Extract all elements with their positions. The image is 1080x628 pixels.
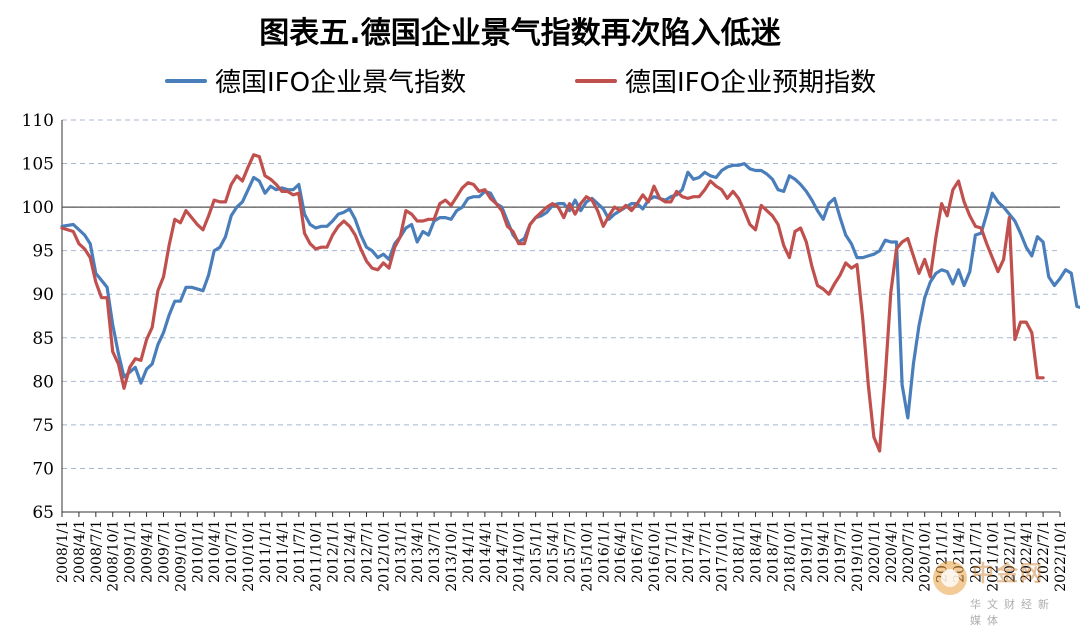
legend-swatch-red bbox=[575, 78, 617, 83]
x-tick-label: 2019/4/1 bbox=[816, 520, 832, 583]
x-tick-label: 2016/1/1 bbox=[596, 520, 612, 583]
x-tick-label: 2010/10/1 bbox=[241, 520, 257, 592]
series-line-ifo-expectations bbox=[60, 153, 1045, 453]
y-tick-label: 90 bbox=[32, 285, 54, 305]
x-tick-label: 2019/7/1 bbox=[833, 520, 849, 583]
y-tick-label: 95 bbox=[32, 242, 54, 262]
watermark-subtext: 华文财经新媒体 bbox=[970, 598, 1055, 627]
x-tick-label: 2010/4/1 bbox=[207, 520, 223, 583]
x-tick-label: 2010/1/1 bbox=[190, 520, 206, 583]
x-tick-label: 2019/1/1 bbox=[799, 520, 815, 583]
x-tick-label: 2015/4/1 bbox=[546, 520, 562, 583]
x-tick-label: 2021/7/1 bbox=[968, 520, 984, 583]
legend-label-ifo-expectations: 德国IFO企业预期指数 bbox=[625, 68, 877, 98]
x-tick-label: 2014/4/1 bbox=[478, 520, 494, 583]
x-tick-label: 2011/1/1 bbox=[258, 520, 274, 583]
x-tick-label: 2015/10/1 bbox=[579, 520, 595, 592]
x-tick-label: 2016/7/1 bbox=[630, 520, 646, 583]
legend-label-ifo-business-climate: 德国IFO企业景气指数 bbox=[215, 68, 467, 98]
legend: 德国IFO企业景气指数 德国IFO企业预期指数 bbox=[165, 62, 1065, 102]
y-tick-label: 105 bbox=[22, 155, 54, 175]
x-tick-label: 2018/7/1 bbox=[765, 520, 781, 583]
x-tick-label: 2009/10/1 bbox=[173, 520, 189, 592]
x-tick-label: 2009/4/1 bbox=[140, 520, 156, 583]
x-tick-label: 2012/4/1 bbox=[343, 520, 359, 583]
x-tick-label: 2015/7/1 bbox=[562, 520, 578, 583]
x-tick-label: 2020/4/1 bbox=[884, 520, 900, 583]
y-tick-label: 110 bbox=[22, 111, 54, 131]
x-tick-label: 2018/4/1 bbox=[749, 520, 765, 583]
x-tick-label: 2015/1/1 bbox=[529, 520, 545, 583]
y-tick-label: 75 bbox=[32, 416, 54, 436]
x-tick-label: 2020/1/1 bbox=[867, 520, 883, 583]
series-line-ifo-business-climate bbox=[60, 162, 1080, 420]
watermark-logo: 中金网 华文财经新媒体 bbox=[930, 556, 1070, 627]
x-tick-label: 2014/7/1 bbox=[495, 520, 511, 583]
legend-swatch-blue bbox=[165, 78, 207, 83]
x-tick-label: 2012/7/1 bbox=[359, 520, 375, 583]
chart-title: 图表五.德国企业景气指数再次陷入低迷 bbox=[259, 16, 781, 51]
x-tick-label: 2016/4/1 bbox=[613, 520, 629, 583]
x-tick-label: 2009/7/1 bbox=[156, 520, 172, 583]
x-tick-label: 2013/1/1 bbox=[393, 520, 409, 583]
x-tick-label: 2013/10/1 bbox=[444, 520, 460, 592]
x-tick-label: 2012/10/1 bbox=[376, 520, 392, 592]
x-tick-label: 2017/4/1 bbox=[681, 520, 697, 583]
x-tick-label: 2018/10/1 bbox=[782, 520, 798, 592]
x-tick-label: 2008/1/1 bbox=[55, 520, 71, 583]
x-tick-label: 2022/4/1 bbox=[1019, 520, 1035, 583]
y-tick-label: 100 bbox=[22, 198, 54, 218]
y-tick-label: 70 bbox=[32, 459, 54, 479]
x-tick-label: 2017/10/1 bbox=[715, 520, 731, 592]
y-tick-label: 65 bbox=[32, 503, 54, 523]
x-tick-label: 2018/1/1 bbox=[732, 520, 748, 583]
x-tick-label: 2016/10/1 bbox=[647, 520, 663, 592]
x-tick-label: 2011/7/1 bbox=[292, 520, 308, 583]
x-tick-label: 2010/7/1 bbox=[224, 520, 240, 583]
x-tick-label: 2013/4/1 bbox=[410, 520, 426, 583]
x-tick-label: 2008/10/1 bbox=[106, 520, 122, 592]
x-tick-label: 2011/10/1 bbox=[309, 520, 325, 592]
x-tick-label: 2014/10/1 bbox=[512, 520, 528, 592]
x-tick-label: 2017/7/1 bbox=[698, 520, 714, 583]
watermark-emblem-icon bbox=[933, 561, 967, 595]
x-tick-label: 2008/7/1 bbox=[89, 520, 105, 583]
x-tick-label: 2011/4/1 bbox=[275, 520, 291, 583]
x-tick-label: 2020/7/1 bbox=[901, 520, 917, 583]
x-tick-label: 2014/1/1 bbox=[461, 520, 477, 583]
x-tick-label: 2020/10/1 bbox=[918, 520, 934, 592]
legend-item-ifo-business-climate: 德国IFO企业景气指数 bbox=[165, 62, 466, 99]
x-tick-label: 2008/4/1 bbox=[72, 520, 88, 583]
x-tick-label: 2009/1/1 bbox=[123, 520, 139, 583]
x-tick-label: 2021/10/1 bbox=[985, 520, 1001, 592]
x-tick-label: 2022/10/1 bbox=[1053, 520, 1069, 592]
x-tick-label: 2022/1/1 bbox=[1002, 520, 1018, 583]
y-tick-label: 85 bbox=[32, 329, 54, 349]
y-tick-label: 80 bbox=[32, 372, 54, 392]
x-tick-label: 2022/7/1 bbox=[1036, 520, 1052, 583]
x-tick-label: 2017/1/1 bbox=[664, 520, 680, 583]
x-tick-label: 2012/1/1 bbox=[326, 520, 342, 583]
watermark-text: 中金网 bbox=[972, 562, 1045, 587]
x-tick-label: 2019/10/1 bbox=[850, 520, 866, 592]
legend-item-ifo-expectations: 德国IFO企业预期指数 bbox=[575, 62, 876, 99]
x-tick-label: 2013/7/1 bbox=[427, 520, 443, 583]
